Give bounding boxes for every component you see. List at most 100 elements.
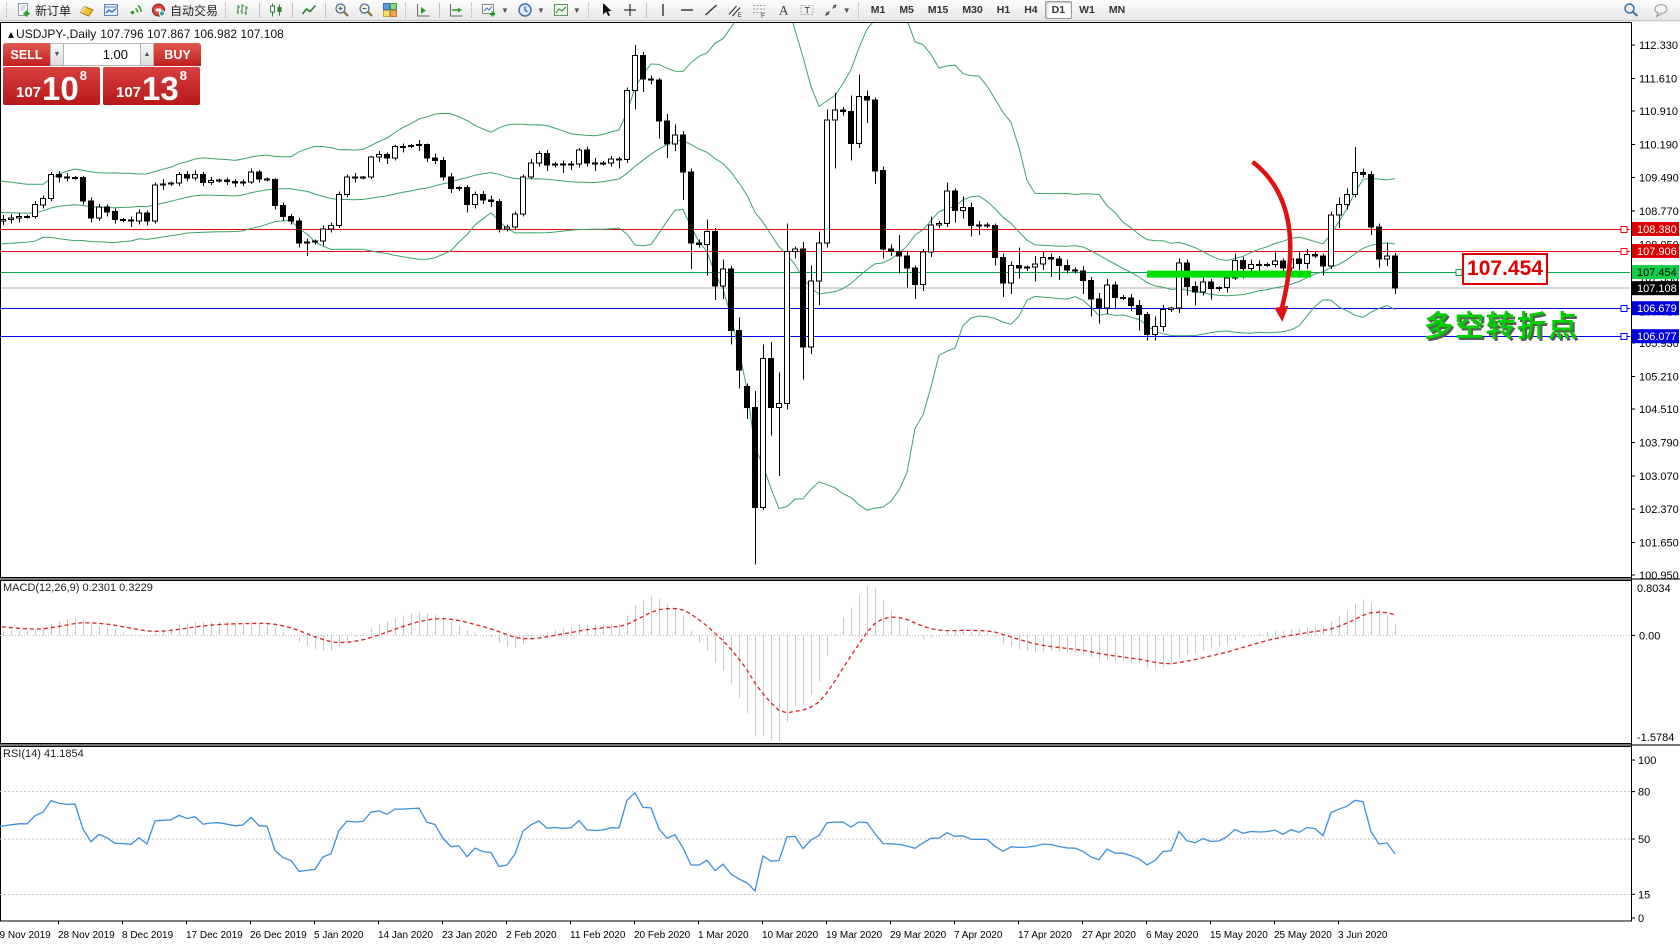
bollinger-band-line [1,139,1396,297]
autotrading-icon [152,3,166,17]
buy-button[interactable]: BUY [154,43,201,66]
chart-shift-button[interactable] [411,0,435,21]
timeframe-M15-button[interactable]: M15 [927,4,949,16]
chevron-down-icon: ▼ [501,5,509,15]
crosshair-button[interactable] [618,0,642,21]
zoom-out-button[interactable] [354,0,378,21]
price-tick-label: 102.370 [1639,504,1679,516]
timeframe-H4-button[interactable]: H4 [1024,4,1038,16]
profiles-icon [518,3,532,17]
sell-price-pips: 10 [42,69,79,107]
bars-icon [236,4,249,15]
timeframe-D1-button[interactable]: D1 [1044,1,1073,19]
toolbar-grip[interactable] [6,3,9,17]
new-order-button[interactable]: 新订单 [12,0,75,21]
svg-text:106.077: 106.077 [1637,331,1677,343]
zoom-in-icon [335,3,349,17]
hline-106.679[interactable] [0,305,1631,312]
toolbar-grip[interactable] [471,3,474,17]
toolbar-separator [292,2,294,18]
collapse-marker-icon[interactable]: ▴ [8,27,15,41]
svg-text:E: E [737,12,742,18]
toolbar-grip[interactable] [587,3,591,17]
timeframe-MN-button[interactable]: MN [1108,4,1126,16]
trend-arrow-head [1274,305,1289,322]
timeframe-W1-button[interactable]: W1 [1079,4,1095,16]
volume-decrease-button[interactable]: ▼ [50,43,64,66]
date-axis-label: 26 Dec 2019 [250,930,307,941]
date-axis-label: 19 Mar 2020 [826,930,883,941]
bollinger-band-line [1,208,1396,511]
sell-price[interactable]: 107 10 8 [3,67,100,105]
turning-point-note[interactable]: 多空转折点 [1424,311,1580,343]
zoom-in-button[interactable] [330,0,354,21]
timeframe-M30-button[interactable]: M30 [962,4,983,16]
date-axis-label: 29 Mar 2020 [890,930,947,941]
price-callout-box[interactable]: 107.454 [1462,253,1548,285]
date-axis-label: 14 Jan 2020 [378,930,433,941]
autotrading-button[interactable]: 自动交易 [147,0,222,21]
volume-input[interactable] [64,43,140,66]
chat-button[interactable] [1649,0,1673,21]
label-icon: T [800,5,814,16]
svg-text:F: F [761,13,765,19]
volume-increase-button[interactable]: ▲ [140,43,154,66]
sell-button[interactable]: SELL [3,43,50,66]
vertical-line-button[interactable] [651,0,675,21]
channel-icon: E [728,5,742,18]
symbol-period-label: USDJPY-,Daily [16,27,97,41]
macd-axis-zero: 0.00 [1639,630,1660,642]
trendline-button[interactable] [699,0,723,21]
line-chart-button[interactable] [297,0,321,21]
equidistant-channel-button[interactable]: E [723,0,747,21]
auto-scroll-button[interactable] [444,0,468,21]
horizontal-line-button[interactable] [675,0,699,21]
gold-chart-button[interactable] [75,0,99,21]
text-button[interactable]: A [771,0,795,21]
rsi-axis-label: 80 [1638,787,1650,799]
hline-106.077[interactable] [0,333,1631,340]
timeframe-H1-button[interactable]: H1 [996,4,1011,16]
price-badge-108.380: 108.380 [1632,221,1679,236]
market-watch-icon [104,4,119,16]
price-badge-107.906: 107.906 [1632,244,1679,259]
timeframe-M5-button[interactable]: M5 [899,4,914,16]
tile-windows-button[interactable] [378,0,402,21]
candlestick-chart-button[interactable] [264,0,288,21]
chevron-down-icon: ▼ [842,5,851,15]
main-toolbar: 新订单 自动交易 ▼ ▼ ▼ E F A T ▼ M1 M5 M15 M30 H1 H4 D1 W1 MN [0,0,1680,21]
toolbar-right-icons [1619,0,1677,21]
new-chart-button[interactable]: ▼ [477,0,513,21]
market-watch-button[interactable] [99,0,123,21]
toolbar-grip[interactable] [857,3,861,17]
chart-title: ▴ USDJPY-,Daily 107.796 107.867 106.982 10… [8,27,284,41]
buy-price-pips: 13 [142,69,179,107]
fibonacci-button[interactable]: F [747,0,771,21]
rsi-axis-label: 50 [1638,834,1650,846]
signals-button[interactable] [123,0,147,21]
macd-indicator-label: MACD(12,26,9) 0.2301 0.3229 [3,582,153,594]
date-axis-label: 15 May 2020 [1210,930,1268,941]
rsi-axis-label: 100 [1638,755,1656,767]
buy-price[interactable]: 107 13 8 [103,67,200,105]
profiles-button[interactable]: ▼ [513,0,549,21]
toolbar-grip[interactable] [405,3,408,17]
toolbar-separator [645,2,647,18]
toolbar-grip[interactable] [225,3,228,17]
svg-text:A: A [779,3,789,18]
templates-button[interactable]: ▼ [549,0,585,21]
ohlc-values: 107.796 107.867 106.982 107.108 [100,27,284,41]
search-button[interactable] [1619,0,1643,21]
hline-108.380[interactable] [0,226,1631,233]
trend-arrow[interactable] [1251,160,1293,311]
cursor-icon [602,3,612,16]
bar-chart-button[interactable] [231,0,255,21]
arrows-button[interactable]: ▼ [819,0,855,21]
text-label-button[interactable]: T [795,0,819,21]
cursor-button[interactable] [594,0,618,21]
date-axis-label: 1 Mar 2020 [698,930,749,941]
sell-price-point: 8 [79,68,87,83]
timeframe-M1-button[interactable]: M1 [870,4,886,16]
hline-107.906[interactable] [0,248,1631,255]
